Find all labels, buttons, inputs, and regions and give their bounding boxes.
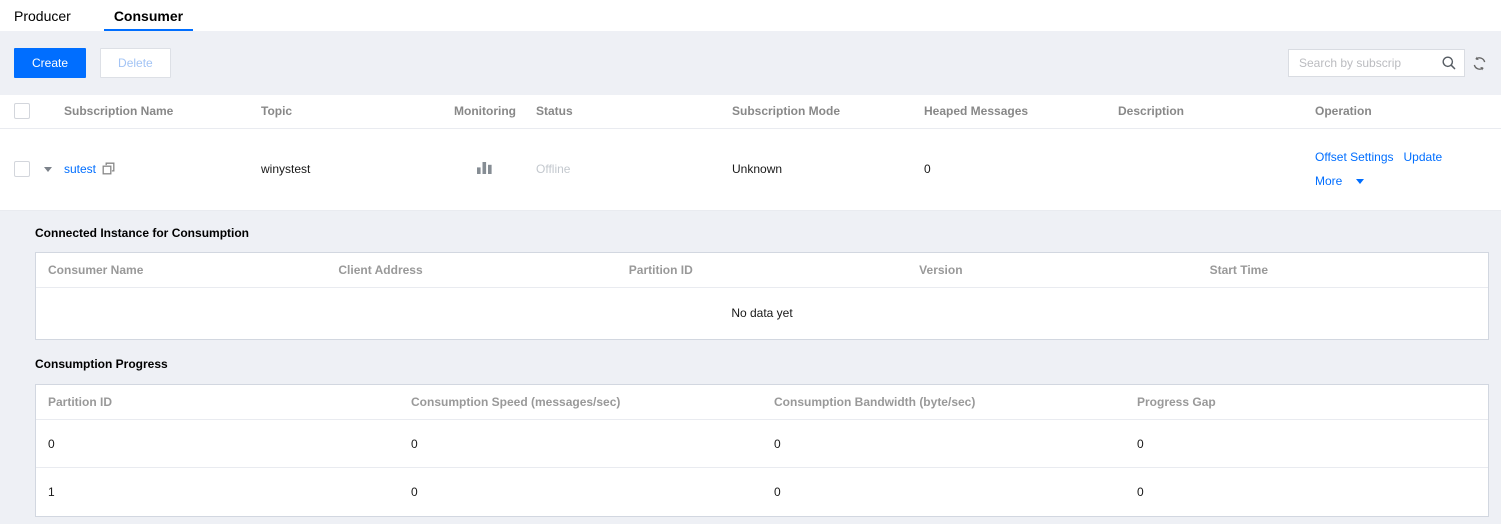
col-subscription-name: Subscription Name [64,95,261,129]
progress-row: 0 0 0 0 [36,419,1488,468]
status-badge: Offline [536,162,571,176]
bandwidth-value: 0 [762,419,1125,468]
create-button[interactable]: Create [14,48,87,78]
col-version: Version [907,252,1198,288]
more-dropdown[interactable]: More [1315,174,1343,188]
subscription-header-row: Subscription Name Topic Monitoring Statu… [0,95,1501,129]
connected-instances-table: Consumer Name Client Address Partition I… [36,252,1488,339]
col-status: Status [536,95,732,129]
col-consumption-bandwidth: Consumption Bandwidth (byte/sec) [762,384,1125,420]
connected-instances-header-row: Consumer Name Client Address Partition I… [36,252,1488,288]
copy-icon[interactable] [102,162,115,175]
col-start-time: Start Time [1197,252,1488,288]
col-partition-id: Partition ID [616,252,908,288]
gap-value: 0 [1125,419,1488,468]
bandwidth-value: 0 [774,484,781,499]
speed-value: 0 [411,484,418,499]
partition-id-value: 1 [48,484,55,499]
operation-cell: Offset Settings Update More [1315,128,1501,211]
col-description: Description [1118,95,1315,129]
connected-instances-panel: Consumer Name Client Address Partition I… [35,251,1489,340]
description-cell [1118,128,1315,211]
col-consumer-name: Consumer Name [36,252,327,288]
delete-button[interactable]: Delete [100,48,171,78]
gap-value: 0 [1137,484,1144,499]
search-box [1288,49,1465,77]
connected-instances-title: Connected Instance for Consumption [35,225,250,240]
consumption-progress-header-row: Partition ID Consumption Speed (messages… [36,384,1488,420]
expanded-detail-section: Connected Instance for Consumption Consu… [0,210,1501,524]
chevron-down-icon[interactable] [1356,179,1365,184]
col-consumption-speed: Consumption Speed (messages/sec) [399,384,762,420]
topic-cell: winystest [261,128,454,211]
col-topic: Topic [261,95,454,129]
subscription-name-link[interactable]: sutest [64,162,97,176]
col-operation: Operation [1315,95,1501,129]
partition-id-value: 0 [36,419,399,468]
consumption-progress-panel: Partition ID Consumption Speed (messages… [35,383,1489,517]
subscription-table: Subscription Name Topic Monitoring Statu… [0,95,1501,211]
offset-settings-link[interactable]: Offset Settings [1315,150,1394,164]
subscription-mode-cell: Unknown [732,128,924,211]
col-client-address: Client Address [326,252,617,288]
tab-producer[interactable]: Producer [14,7,71,24]
col-subscription-mode: Subscription Mode [732,95,924,129]
update-link[interactable]: Update [1403,150,1443,164]
col-progress-gap: Progress Gap [1125,384,1488,420]
progress-row: 1 0 0 0 [36,468,1488,516]
col-monitoring: Monitoring [454,95,536,129]
empty-row: No data yet [36,288,1488,339]
monitoring-chart-icon[interactable] [476,160,493,175]
tab-bar: Producer Consumer [0,0,1501,31]
tab-consumer[interactable]: Consumer [103,0,194,31]
toolbar-right-group [1288,49,1487,77]
speed-value: 0 [399,419,762,468]
col-progress-partition-id: Partition ID [36,384,399,420]
row-checkbox[interactable] [14,161,30,177]
subscription-row: sutest winystest Offline Unknown 0 [0,128,1501,211]
heaped-messages-cell: 0 [924,128,1118,211]
no-data-text: No data yet [731,306,793,321]
col-heaped-messages: Heaped Messages [924,95,1118,129]
consumption-progress-table: Partition ID Consumption Speed (messages… [36,384,1488,516]
toolbar: Create Delete [0,31,1501,95]
consumption-progress-title: Consumption Progress [35,356,168,371]
collapse-row-icon[interactable] [44,167,52,173]
search-icon[interactable] [1439,55,1464,71]
select-all-checkbox[interactable] [14,103,30,120]
refresh-icon[interactable] [1472,56,1487,71]
expand-column-header [44,95,64,129]
search-input[interactable] [1289,56,1439,70]
